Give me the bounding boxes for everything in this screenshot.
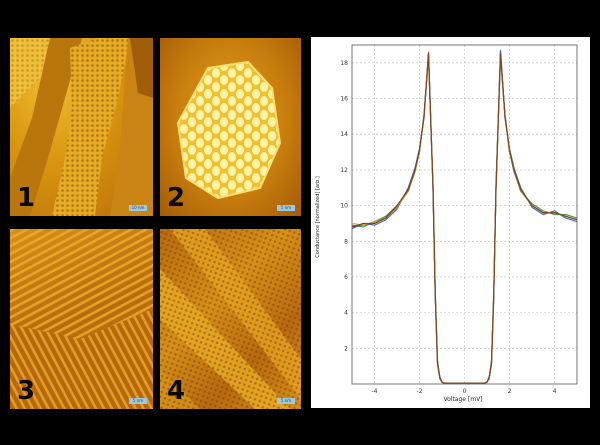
y-tick-label: 14	[340, 131, 348, 138]
chart-svg: -4 -2 0 2 4 2 4 6 8 10 12 14 16 18 Voltage [mV] Condu…	[315, 44, 578, 403]
panel-number: 2	[167, 183, 185, 213]
x-tick-label: 0	[463, 388, 467, 395]
x-tick-label: 2	[508, 388, 512, 395]
plot-frame	[351, 44, 578, 385]
scale-bar: 10 nm	[129, 205, 147, 211]
stm-image-3-texture	[10, 229, 153, 409]
y-tick-label: 12	[340, 167, 348, 174]
panel-number: 1	[17, 183, 35, 213]
chart-grid	[352, 45, 577, 384]
spectroscopy-chart: -4 -2 0 2 4 2 4 6 8 10 12 14 16 18 Voltage [mV] Condu…	[311, 37, 590, 408]
y-tick-label: 10	[340, 203, 348, 210]
y-tick-label: 6	[344, 274, 348, 281]
stm-image-1: 1 10 nm	[10, 38, 153, 216]
y-tick-label: 4	[344, 310, 348, 317]
stm-image-2-texture	[176, 60, 282, 200]
x-axis-label: Voltage [mV]	[443, 396, 482, 403]
scale-bar: 5 nm	[277, 398, 295, 404]
scale-bar: 5 nm	[277, 205, 295, 211]
stm-image-4: 4 5 nm	[160, 229, 301, 409]
stm-image-4-texture	[160, 229, 301, 409]
chart-ticks: -4 -2 0 2 4 2 4 6 8 10 12 14 16 18	[340, 60, 556, 395]
stm-image-2: 2 5 nm	[160, 38, 301, 216]
y-tick-label: 18	[340, 60, 348, 67]
chart-series	[351, 49, 578, 384]
chart-axes	[351, 44, 578, 385]
x-tick-label: 4	[553, 388, 557, 395]
panel-number: 3	[17, 376, 35, 406]
x-tick-label: -4	[372, 388, 378, 395]
x-tick-label: -2	[417, 388, 423, 395]
stm-image-3: 3 5 nm	[10, 229, 153, 409]
y-axis-label: Conductance [normalized] [arb.]	[315, 176, 321, 258]
stm-image-1-texture	[10, 38, 153, 216]
y-tick-label: 2	[344, 345, 348, 352]
series-line	[351, 53, 578, 384]
y-tick-label: 8	[344, 238, 348, 245]
scale-bar: 5 nm	[129, 398, 147, 404]
y-tick-label: 16	[340, 96, 348, 103]
panel-number: 4	[167, 376, 185, 406]
